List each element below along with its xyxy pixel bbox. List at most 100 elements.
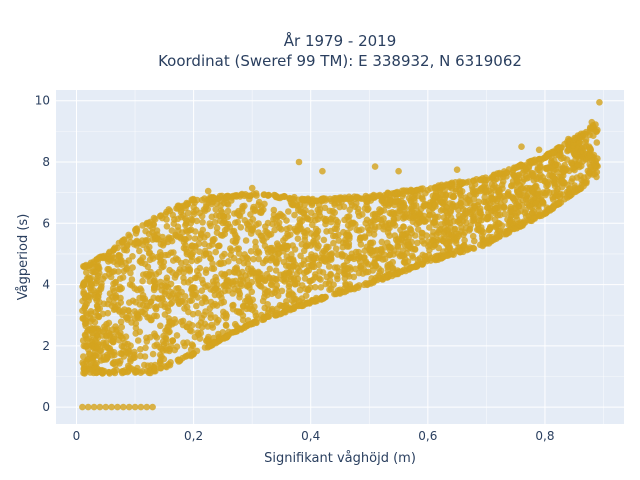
data-point <box>301 233 309 240</box>
data-point <box>171 274 179 281</box>
data-point <box>389 258 397 266</box>
data-point <box>152 215 159 223</box>
data-point <box>344 222 352 229</box>
data-point <box>248 184 256 192</box>
data-point <box>136 328 144 336</box>
data-point <box>539 198 546 206</box>
data-point <box>465 245 473 253</box>
data-point <box>341 271 349 278</box>
data-point <box>132 368 140 376</box>
data-point <box>400 266 408 274</box>
data-point <box>89 329 96 337</box>
data-point <box>290 276 298 284</box>
data-point <box>165 323 173 331</box>
data-point <box>123 264 131 272</box>
data-point <box>369 239 377 246</box>
data-point <box>302 285 309 293</box>
data-point <box>184 228 191 235</box>
data-point <box>483 188 491 196</box>
data-point <box>396 207 404 215</box>
data-point <box>480 198 488 206</box>
data-point <box>522 196 530 203</box>
data-point <box>408 188 416 195</box>
x-tick-label: 0,6 <box>418 429 437 443</box>
data-point <box>157 212 165 219</box>
data-point <box>360 265 368 273</box>
data-point <box>248 268 255 276</box>
data-point <box>314 244 321 252</box>
data-point <box>136 314 143 322</box>
data-point <box>302 292 310 300</box>
data-point <box>295 206 302 214</box>
data-point <box>146 256 154 264</box>
data-point <box>246 298 254 305</box>
data-point <box>272 267 280 274</box>
data-point <box>239 205 246 212</box>
data-point <box>453 166 461 173</box>
data-point <box>115 252 122 260</box>
data-point <box>242 237 250 244</box>
data-point <box>174 215 181 223</box>
data-point <box>231 265 239 273</box>
x-axis-title: Signifikant våghöjd (m) <box>264 451 416 466</box>
data-point <box>391 271 398 278</box>
data-point <box>232 233 240 241</box>
data-point <box>462 224 470 232</box>
data-point <box>221 271 229 278</box>
data-point <box>384 239 391 247</box>
data-point <box>193 196 201 204</box>
data-point <box>450 192 457 200</box>
data-point <box>149 403 156 411</box>
data-point <box>248 288 256 296</box>
data-point <box>247 321 255 328</box>
data-point <box>262 223 269 230</box>
data-point <box>232 239 239 246</box>
data-point <box>202 308 209 315</box>
data-point <box>542 209 550 216</box>
data-point <box>326 277 334 284</box>
data-point <box>224 207 232 215</box>
data-point <box>354 194 362 201</box>
data-point <box>352 221 359 228</box>
data-point <box>536 212 543 220</box>
data-point <box>364 224 372 232</box>
data-point <box>110 349 118 356</box>
data-point <box>145 219 153 227</box>
data-point <box>99 341 107 349</box>
data-point <box>273 193 281 200</box>
data-point <box>444 252 452 259</box>
data-point <box>184 209 192 217</box>
data-point <box>345 243 353 250</box>
data-point <box>81 316 88 324</box>
data-point <box>536 156 543 163</box>
data-point <box>554 161 561 168</box>
data-point <box>290 195 298 203</box>
data-point <box>216 217 224 225</box>
data-point <box>114 403 121 411</box>
data-point <box>85 350 93 358</box>
data-point <box>308 209 315 216</box>
data-point <box>117 294 124 302</box>
data-point <box>146 249 154 256</box>
data-point <box>110 245 118 253</box>
data-point <box>260 316 268 323</box>
data-point <box>358 226 365 233</box>
data-point <box>572 188 580 195</box>
data-point <box>162 339 170 347</box>
data-point <box>270 211 278 219</box>
data-point <box>158 251 165 259</box>
data-point <box>572 156 579 163</box>
data-point <box>166 207 174 215</box>
data-point <box>88 342 96 350</box>
data-point <box>498 181 506 189</box>
data-point <box>378 238 386 246</box>
data-point <box>319 167 326 175</box>
data-point <box>273 287 281 294</box>
data-point <box>321 204 329 212</box>
data-point <box>325 263 333 270</box>
data-point <box>453 235 461 242</box>
data-point <box>444 181 452 188</box>
data-point <box>578 145 586 153</box>
data-point <box>256 209 264 216</box>
